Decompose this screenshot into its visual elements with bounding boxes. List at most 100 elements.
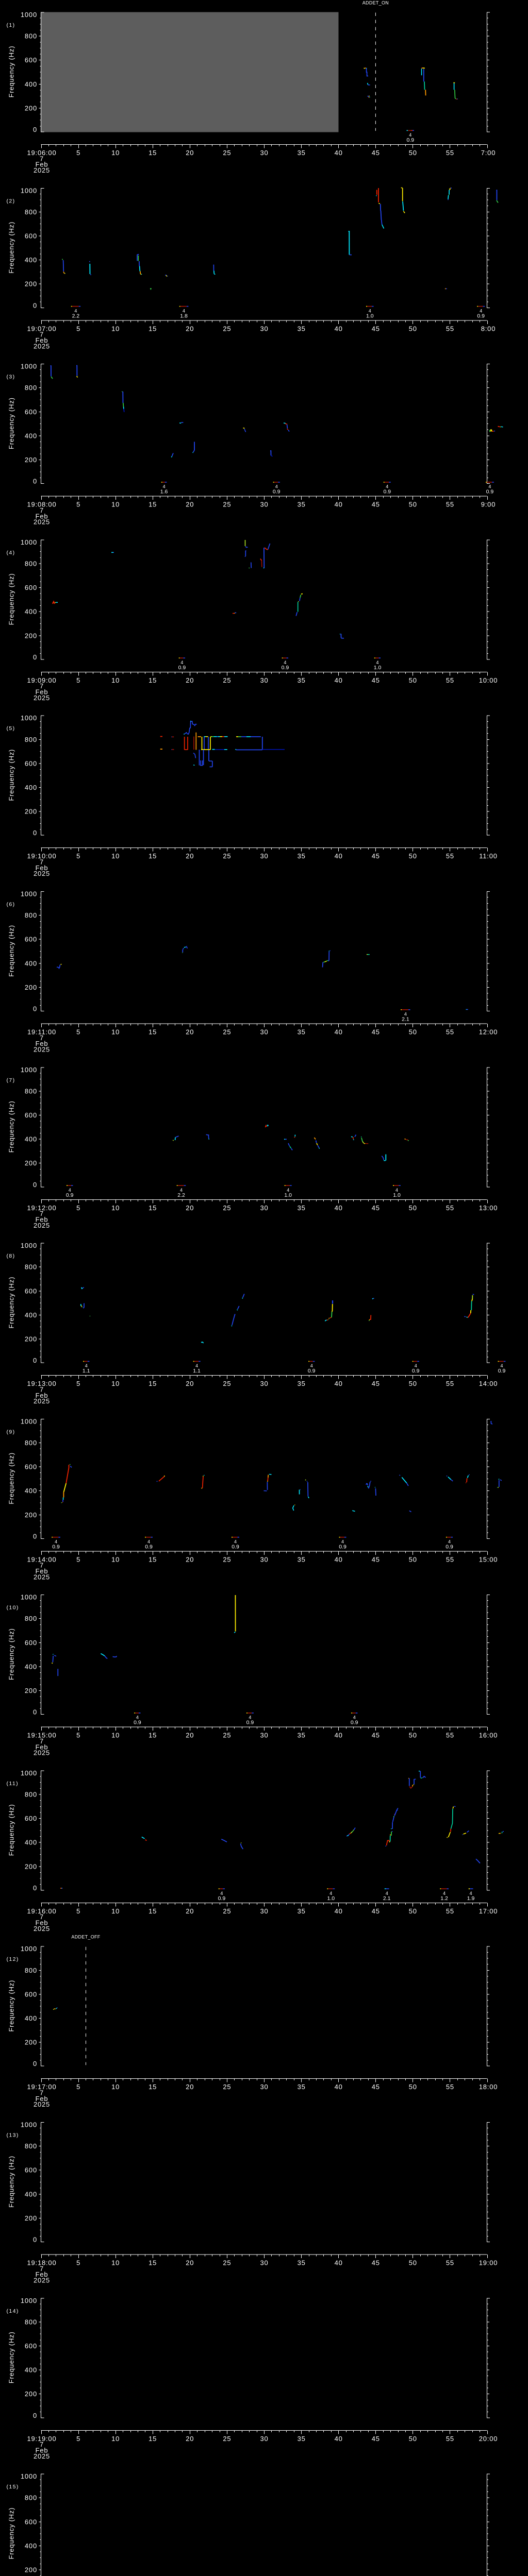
- svg-text:15: 15: [148, 852, 157, 860]
- svg-text:40: 40: [335, 1380, 343, 1387]
- svg-text:200: 200: [25, 280, 37, 288]
- svg-text:4: 4: [480, 308, 482, 313]
- svg-text:19:10:00: 19:10:00: [27, 852, 56, 860]
- svg-text:50: 50: [409, 149, 417, 157]
- svg-text:600: 600: [25, 936, 37, 943]
- svg-text:1000: 1000: [21, 2472, 37, 2480]
- svg-text:19:18:00: 19:18:00: [27, 2259, 56, 2267]
- svg-text:Frequency (Hz): Frequency (Hz): [8, 1980, 15, 2032]
- svg-text:19:15:00: 19:15:00: [27, 1732, 56, 1739]
- svg-text:10:00: 10:00: [479, 676, 498, 684]
- svg-text:Feb: Feb: [36, 336, 48, 344]
- svg-text:Frequency (Hz): Frequency (Hz): [8, 573, 15, 625]
- svg-text:4: 4: [500, 1363, 503, 1368]
- svg-text:Frequency (Hz): Frequency (Hz): [8, 2156, 15, 2208]
- svg-text:1000: 1000: [21, 2297, 37, 2304]
- svg-text:50: 50: [409, 2259, 417, 2267]
- svg-text:400: 400: [25, 432, 37, 439]
- svg-text:15:00: 15:00: [479, 1555, 498, 1563]
- svg-text:Frequency (Hz): Frequency (Hz): [8, 397, 15, 449]
- svg-text:(10): (10): [7, 1605, 19, 1611]
- svg-text:4: 4: [376, 660, 378, 665]
- svg-text:0.9: 0.9: [66, 1192, 74, 1198]
- svg-text:25: 25: [223, 1555, 231, 1563]
- svg-text:1.0: 1.0: [327, 1895, 335, 1902]
- svg-text:30: 30: [260, 501, 268, 509]
- svg-text:800: 800: [25, 1791, 37, 1799]
- svg-text:19:17:00: 19:17:00: [27, 2083, 56, 2091]
- svg-text:200: 200: [25, 2039, 37, 2046]
- svg-text:1000: 1000: [21, 1945, 37, 1953]
- svg-text:4: 4: [415, 1363, 417, 1368]
- svg-text:4: 4: [369, 308, 371, 313]
- svg-text:35: 35: [298, 2259, 306, 2267]
- svg-text:25: 25: [223, 1204, 231, 1212]
- svg-text:1000: 1000: [21, 538, 37, 546]
- svg-text:600: 600: [25, 2518, 37, 2526]
- svg-text:19:00: 19:00: [479, 2259, 498, 2267]
- svg-text:25: 25: [223, 2435, 231, 2443]
- svg-text:25: 25: [223, 1732, 231, 1739]
- svg-text:400: 400: [25, 1663, 37, 1670]
- svg-text:55: 55: [446, 1732, 454, 1739]
- svg-text:5: 5: [76, 1380, 80, 1387]
- svg-text:50: 50: [409, 325, 417, 332]
- svg-text:400: 400: [25, 256, 37, 264]
- svg-text:4: 4: [234, 1539, 237, 1544]
- svg-text:40: 40: [335, 501, 343, 509]
- svg-text:35: 35: [298, 325, 306, 332]
- svg-text:0: 0: [33, 1884, 37, 1892]
- svg-text:Feb: Feb: [36, 1392, 48, 1399]
- svg-text:Feb: Feb: [36, 512, 48, 520]
- svg-text:4: 4: [249, 1715, 251, 1720]
- svg-text:200: 200: [25, 632, 37, 639]
- svg-text:4: 4: [55, 1539, 57, 1544]
- svg-text:4: 4: [404, 1012, 407, 1017]
- svg-text:0.9: 0.9: [218, 1895, 226, 1902]
- svg-text:7: 7: [40, 1385, 44, 1393]
- svg-text:0.9: 0.9: [477, 313, 485, 319]
- svg-text:50: 50: [409, 1732, 417, 1739]
- svg-text:25: 25: [223, 325, 231, 332]
- svg-text:30: 30: [260, 2435, 268, 2443]
- svg-text:25: 25: [223, 149, 231, 157]
- svg-text:800: 800: [25, 384, 37, 392]
- svg-text:5: 5: [76, 2259, 80, 2267]
- svg-text:55: 55: [446, 1380, 454, 1387]
- svg-text:15: 15: [148, 2435, 157, 2443]
- svg-text:30: 30: [260, 1028, 268, 1036]
- svg-text:20: 20: [186, 1907, 194, 1915]
- svg-text:(5): (5): [7, 725, 15, 732]
- svg-text:2025: 2025: [34, 2100, 50, 2108]
- svg-text:55: 55: [446, 1907, 454, 1915]
- svg-text:40: 40: [335, 2083, 343, 2091]
- svg-text:800: 800: [25, 911, 37, 919]
- svg-text:20: 20: [186, 2435, 194, 2443]
- svg-text:50: 50: [409, 1907, 417, 1915]
- svg-text:7: 7: [40, 2089, 44, 2097]
- svg-text:400: 400: [25, 1136, 37, 1143]
- svg-text:45: 45: [372, 676, 380, 684]
- svg-text:5: 5: [76, 325, 80, 332]
- svg-text:2.2: 2.2: [177, 1192, 185, 1198]
- svg-text:50: 50: [409, 2435, 417, 2443]
- svg-text:0: 0: [33, 1357, 37, 1364]
- svg-text:30: 30: [260, 325, 268, 332]
- svg-text:45: 45: [372, 2259, 380, 2267]
- svg-text:200: 200: [25, 808, 37, 816]
- svg-text:45: 45: [372, 1028, 380, 1036]
- svg-text:10: 10: [111, 1732, 120, 1739]
- svg-text:600: 600: [25, 1815, 37, 1822]
- svg-text:5: 5: [76, 2435, 80, 2443]
- svg-text:35: 35: [298, 1555, 306, 1563]
- svg-text:800: 800: [25, 32, 37, 40]
- svg-text:Frequency (Hz): Frequency (Hz): [8, 925, 15, 977]
- svg-text:8:00: 8:00: [481, 325, 496, 332]
- svg-text:400: 400: [25, 2190, 37, 2198]
- svg-text:7: 7: [40, 155, 44, 162]
- svg-text:200: 200: [25, 456, 37, 464]
- svg-text:600: 600: [25, 1990, 37, 1998]
- svg-text:5: 5: [76, 1555, 80, 1563]
- svg-text:10: 10: [111, 1028, 120, 1036]
- svg-text:40: 40: [335, 2259, 343, 2267]
